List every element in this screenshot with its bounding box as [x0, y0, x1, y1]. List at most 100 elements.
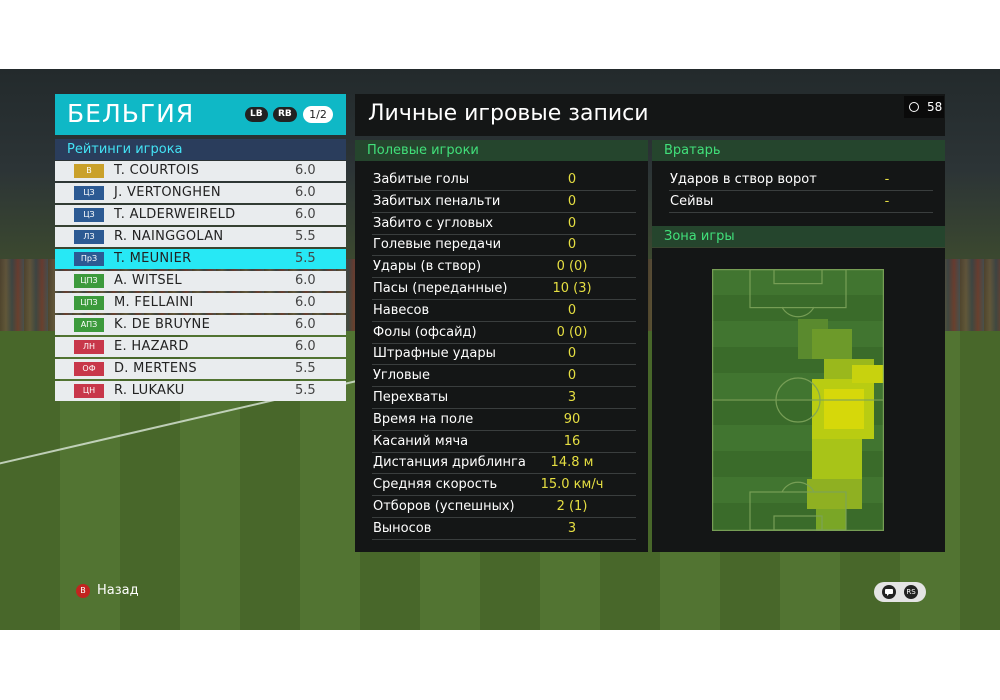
controls-hint: RS [874, 582, 926, 602]
stat-value: - [884, 194, 890, 209]
stat-row: Угловые 0 [372, 365, 636, 388]
gk-stat-row: Ударов в створ ворот - [669, 169, 933, 191]
stat-label: Средняя скорость [373, 477, 498, 493]
stat-value: 0 [567, 215, 577, 231]
b-button-icon[interactable]: B [76, 584, 90, 598]
player-row[interactable]: ЛЗ R. NAINGGOLAN 5.5 [55, 227, 346, 247]
player-rating: 6.0 [295, 317, 316, 332]
position-badge: ПрЗ [74, 252, 104, 266]
stat-row: Касаний мяча 16 [372, 431, 636, 453]
player-row[interactable]: ЦПЗ M. FELLAINI 6.0 [55, 293, 346, 313]
player-name: T. ALDERWEIRELD [114, 207, 236, 222]
stat-label: Голевые передачи [373, 237, 502, 253]
stat-label: Пасы (переданные) [373, 281, 508, 296]
stat-label: Дистанция дриблинга [373, 455, 526, 471]
stat-row: Отборов (успешных) 2 (1) [372, 496, 636, 518]
goalkeeper-header: Вратарь [652, 140, 945, 161]
stat-label: Забитых пенальти [373, 193, 501, 209]
player-rating: 6.0 [295, 207, 316, 222]
player-row[interactable]: ЦЗ T. ALDERWEIRELD 6.0 [55, 205, 346, 225]
stat-value: 0 [567, 302, 577, 318]
stat-row: Выносов 3 [372, 518, 636, 540]
player-row[interactable]: АПЗ K. DE BRUYNE 6.0 [55, 315, 346, 335]
stat-value: 0 [567, 368, 577, 384]
stat-row: Голевые передачи 0 [372, 234, 636, 257]
rb-button-icon[interactable]: RB [273, 107, 297, 122]
stat-label: Касаний мяча [373, 433, 469, 449]
player-rating: 6.0 [295, 163, 316, 178]
player-name: E. HAZARD [114, 339, 189, 354]
position-badge: В [74, 164, 104, 178]
timer-value: 58 [927, 100, 943, 114]
stat-value: 15.0 км/ч [540, 477, 604, 493]
stat-label: Угловые [373, 368, 430, 384]
chat-icon[interactable] [882, 585, 896, 599]
stat-value: 0 [567, 172, 577, 187]
player-rating: 6.0 [295, 273, 316, 288]
player-row[interactable]: ЦН R. LUKAKU 5.5 [55, 381, 346, 401]
stat-label: Удары (в створ) [373, 259, 482, 275]
stat-value: 90 [563, 411, 581, 427]
player-rating: 5.5 [295, 251, 316, 266]
stat-value: 2 (1) [556, 499, 588, 514]
match-timer: 58 [904, 96, 944, 118]
stat-value: 0 [567, 193, 577, 209]
game-screen: БЕЛЬГИЯ LB RB 1/2 Рейтинги игрока В T. CO… [0, 69, 1000, 630]
page-indicator: 1/2 [303, 106, 333, 123]
stat-label: Навесов [373, 302, 430, 318]
player-name: A. WITSEL [114, 273, 182, 288]
player-rating: 5.5 [295, 383, 316, 398]
stat-value: 0 [567, 237, 577, 253]
page-title: Личные игровые записи [368, 101, 649, 126]
stat-label: Выносов [373, 520, 432, 536]
stat-label: Штрафные удары [373, 346, 496, 362]
player-row[interactable]: ЛН E. HAZARD 6.0 [55, 337, 346, 357]
stat-row: Дистанция дриблинга 14.8 м [372, 452, 636, 475]
lb-button-icon[interactable]: LB [245, 107, 268, 122]
player-rating: 6.0 [295, 295, 316, 310]
position-badge: ЛН [74, 340, 104, 354]
stat-label: Отборов (успешных) [373, 499, 515, 514]
back-label[interactable]: Назад [97, 583, 139, 598]
player-rating: 6.0 [295, 185, 316, 200]
stat-row: Забитых пенальти 0 [372, 191, 636, 213]
player-row[interactable]: ЦЗ J. VERTONGHEN 6.0 [55, 183, 346, 203]
team-header: БЕЛЬГИЯ LB RB 1/2 [55, 94, 346, 135]
stat-row: Навесов 0 [372, 300, 636, 322]
stat-row: Забитые голы 0 [372, 169, 636, 191]
stat-row: Время на поле 90 [372, 409, 636, 431]
rs-icon[interactable]: RS [904, 585, 918, 599]
player-name: M. FELLAINI [114, 295, 194, 310]
position-badge: ЦПЗ [74, 274, 104, 288]
ratings-title: Рейтинги игрока [55, 139, 346, 160]
play-zone-panel [652, 248, 945, 552]
position-badge: ЦПЗ [74, 296, 104, 310]
player-name: T. COURTOIS [114, 163, 200, 178]
page-title-bar: Личные игровые записи [355, 94, 945, 136]
position-badge: ОФ [74, 362, 104, 376]
stat-row: Перехваты 3 [372, 387, 636, 409]
gk-stat-row: Сейвы - [669, 191, 933, 213]
team-name: БЕЛЬГИЯ [67, 99, 195, 128]
stat-value: 10 (3) [552, 281, 592, 296]
stat-value: - [884, 172, 890, 187]
position-badge: ЦН [74, 384, 104, 398]
clock-icon [909, 102, 919, 112]
stat-value: 3 [567, 520, 577, 536]
player-rating: 5.5 [295, 229, 316, 244]
player-row[interactable]: ОФ D. MERTENS 5.5 [55, 359, 346, 379]
stat-label: Ударов в створ ворот [670, 172, 817, 187]
stat-row: Удары (в створ) 0 (0) [372, 256, 636, 279]
player-row[interactable]: В T. COURTOIS 6.0 [55, 161, 346, 181]
player-list: В T. COURTOIS 6.0 ЦЗ J. VERTONGHEN 6.0 ЦЗ T. AL… [55, 161, 346, 403]
player-name: K. DE BRUYNE [114, 317, 211, 332]
stat-label: Перехваты [373, 390, 449, 405]
player-name: D. MERTENS [114, 361, 197, 376]
stat-row: Штрафные удары 0 [372, 343, 636, 366]
position-badge: ЦЗ [74, 208, 104, 222]
player-name: R. LUKAKU [114, 383, 185, 398]
heatmap-pitch [712, 269, 884, 531]
stat-label: Сейвы [670, 194, 714, 209]
player-row[interactable]: ЦПЗ A. WITSEL 6.0 [55, 271, 346, 291]
player-row[interactable]: ПрЗ T. MEUNIER 5.5 [55, 249, 346, 269]
